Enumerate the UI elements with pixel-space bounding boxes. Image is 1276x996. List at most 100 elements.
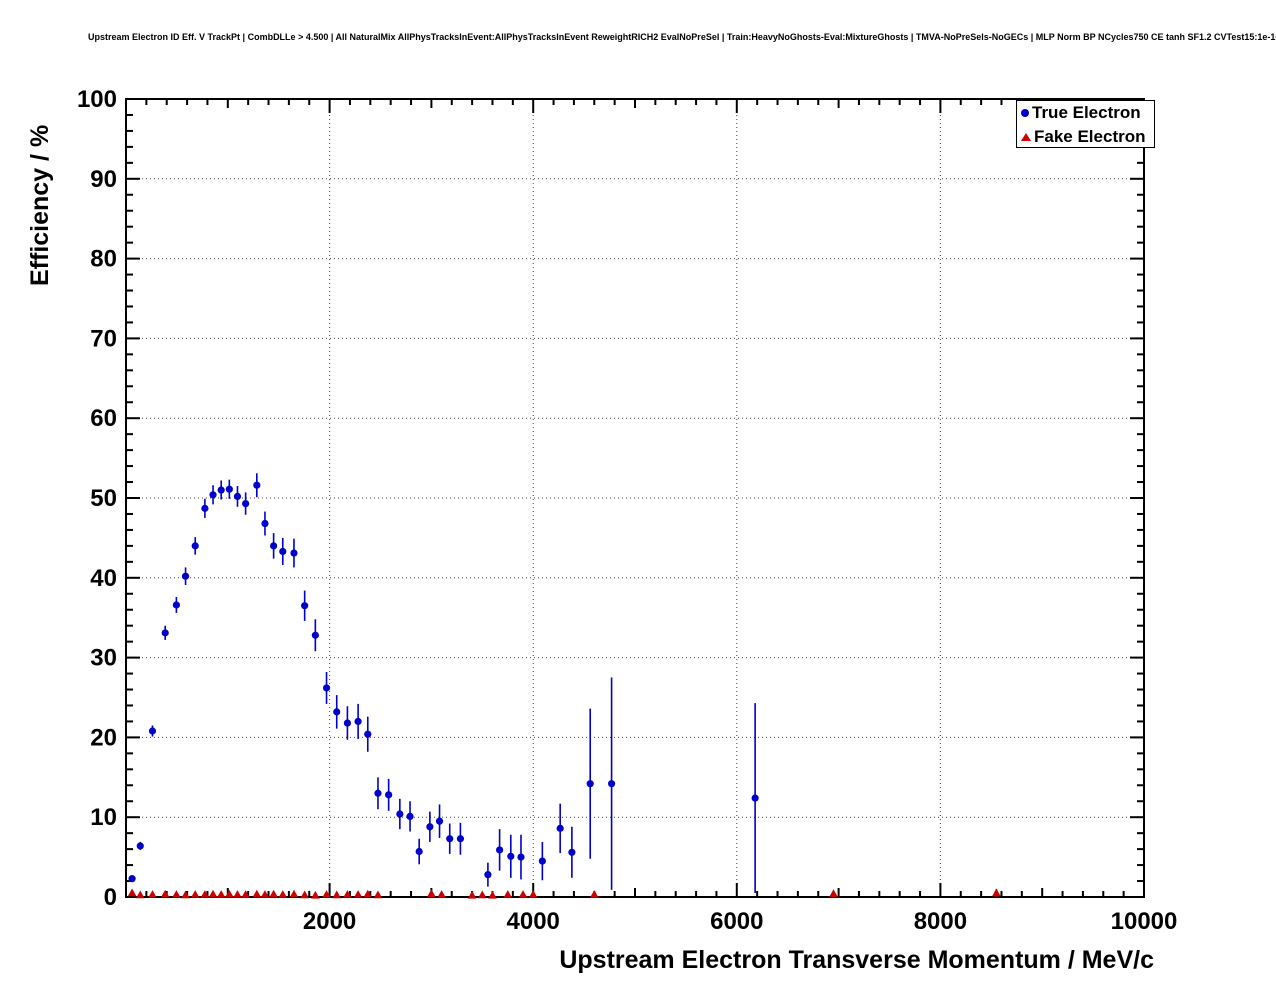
data-point — [160, 889, 170, 898]
tick-labels: 0 10 20 30 40 50 60 70 80 90 100 2000 4000 6000 8000 10… — [77, 86, 1177, 935]
data-point — [241, 890, 250, 898]
fake-electron-marker-icon — [1021, 133, 1031, 141]
data-point — [496, 846, 504, 854]
data-point — [260, 890, 270, 898]
data-point — [242, 499, 250, 508]
series-fake-electron — [127, 888, 1001, 899]
data-point — [373, 890, 383, 899]
y-tick-label: 60 — [90, 405, 117, 432]
data-point — [270, 542, 278, 550]
data-point — [556, 824, 564, 832]
data-point — [261, 519, 269, 528]
data-point — [148, 727, 157, 735]
series-true-electron — [128, 473, 759, 894]
data-point — [279, 547, 287, 556]
data-point — [181, 890, 190, 899]
data-point — [253, 481, 261, 489]
legend-entry-fake-electron: Fake Electron — [1017, 125, 1154, 149]
data-point — [374, 789, 382, 797]
data-point — [385, 791, 393, 799]
data-point — [343, 719, 352, 727]
data-point — [172, 601, 180, 609]
data-point — [148, 890, 157, 898]
data-point — [225, 889, 234, 898]
data-point — [216, 890, 226, 898]
data-point — [225, 485, 233, 493]
data-point — [300, 890, 309, 899]
data-point — [201, 504, 209, 512]
data-point — [332, 890, 342, 899]
y-tick-label: 10 — [90, 804, 117, 831]
data-point — [343, 890, 352, 898]
data-point — [446, 835, 454, 843]
data-point — [406, 812, 414, 821]
y-tick-label: 100 — [77, 86, 117, 113]
data-point — [322, 890, 331, 898]
x-axis-title: Upstream Electron Transverse Momentum / … — [559, 946, 1154, 974]
data-point — [136, 842, 144, 850]
data-point — [172, 890, 181, 898]
data-point — [437, 890, 446, 898]
y-tick-label: 0 — [104, 884, 117, 911]
data-point — [269, 889, 278, 898]
y-tick-label: 50 — [90, 485, 117, 512]
data-point — [333, 708, 341, 716]
data-point — [478, 890, 487, 899]
data-point — [353, 890, 363, 898]
data-point — [217, 486, 225, 494]
y-tick-label: 80 — [90, 246, 117, 273]
data-point — [589, 890, 599, 898]
data-point — [568, 848, 576, 856]
data-point — [829, 889, 838, 898]
y-axis-title: Efficiency / % — [26, 124, 54, 286]
legend-label-true-electron: True Electron — [1032, 103, 1141, 122]
data-point — [488, 890, 497, 899]
data-point — [992, 888, 1001, 897]
data-point — [289, 889, 299, 898]
data-point — [311, 890, 320, 899]
legend: True Electron Fake Electron — [1016, 100, 1155, 148]
data-point — [586, 780, 594, 788]
data-point — [435, 817, 444, 825]
y-tick-label: 90 — [90, 166, 117, 193]
x-tick-label: 2000 — [303, 908, 356, 935]
legend-label-fake-electron: Fake Electron — [1034, 127, 1146, 146]
y-tick-label: 40 — [90, 565, 117, 592]
data-point — [311, 631, 319, 639]
data-point — [467, 890, 477, 899]
data-point — [128, 875, 136, 883]
grid — [126, 99, 1144, 897]
y-tick-label: 30 — [90, 645, 117, 672]
data-point — [396, 810, 404, 818]
y-tick-label: 20 — [90, 724, 117, 751]
x-tick-label: 8000 — [914, 908, 967, 935]
data-point — [209, 491, 217, 499]
x-tick-label: 10000 — [1111, 908, 1178, 935]
data-point — [354, 717, 362, 726]
data-point — [135, 890, 145, 899]
data-point — [278, 890, 288, 898]
data-point — [751, 794, 759, 802]
data-point — [364, 730, 372, 738]
data-point — [528, 890, 538, 898]
data-point — [322, 684, 331, 692]
data-point — [200, 890, 210, 898]
data-point — [127, 888, 137, 897]
data-point — [427, 889, 436, 898]
data-point — [363, 889, 373, 898]
data-point — [426, 823, 434, 831]
data-point — [517, 853, 525, 861]
data-point — [181, 572, 190, 580]
data-point — [507, 852, 515, 860]
true-electron-marker-icon — [1021, 109, 1029, 117]
data-point — [301, 602, 309, 610]
data-point — [484, 871, 492, 879]
data-point — [233, 890, 242, 898]
data-point — [191, 542, 199, 550]
axis-ticks — [125, 98, 1145, 898]
data-point — [161, 629, 169, 637]
data-point — [607, 780, 616, 788]
legend-entry-true-electron: True Electron — [1017, 101, 1154, 125]
